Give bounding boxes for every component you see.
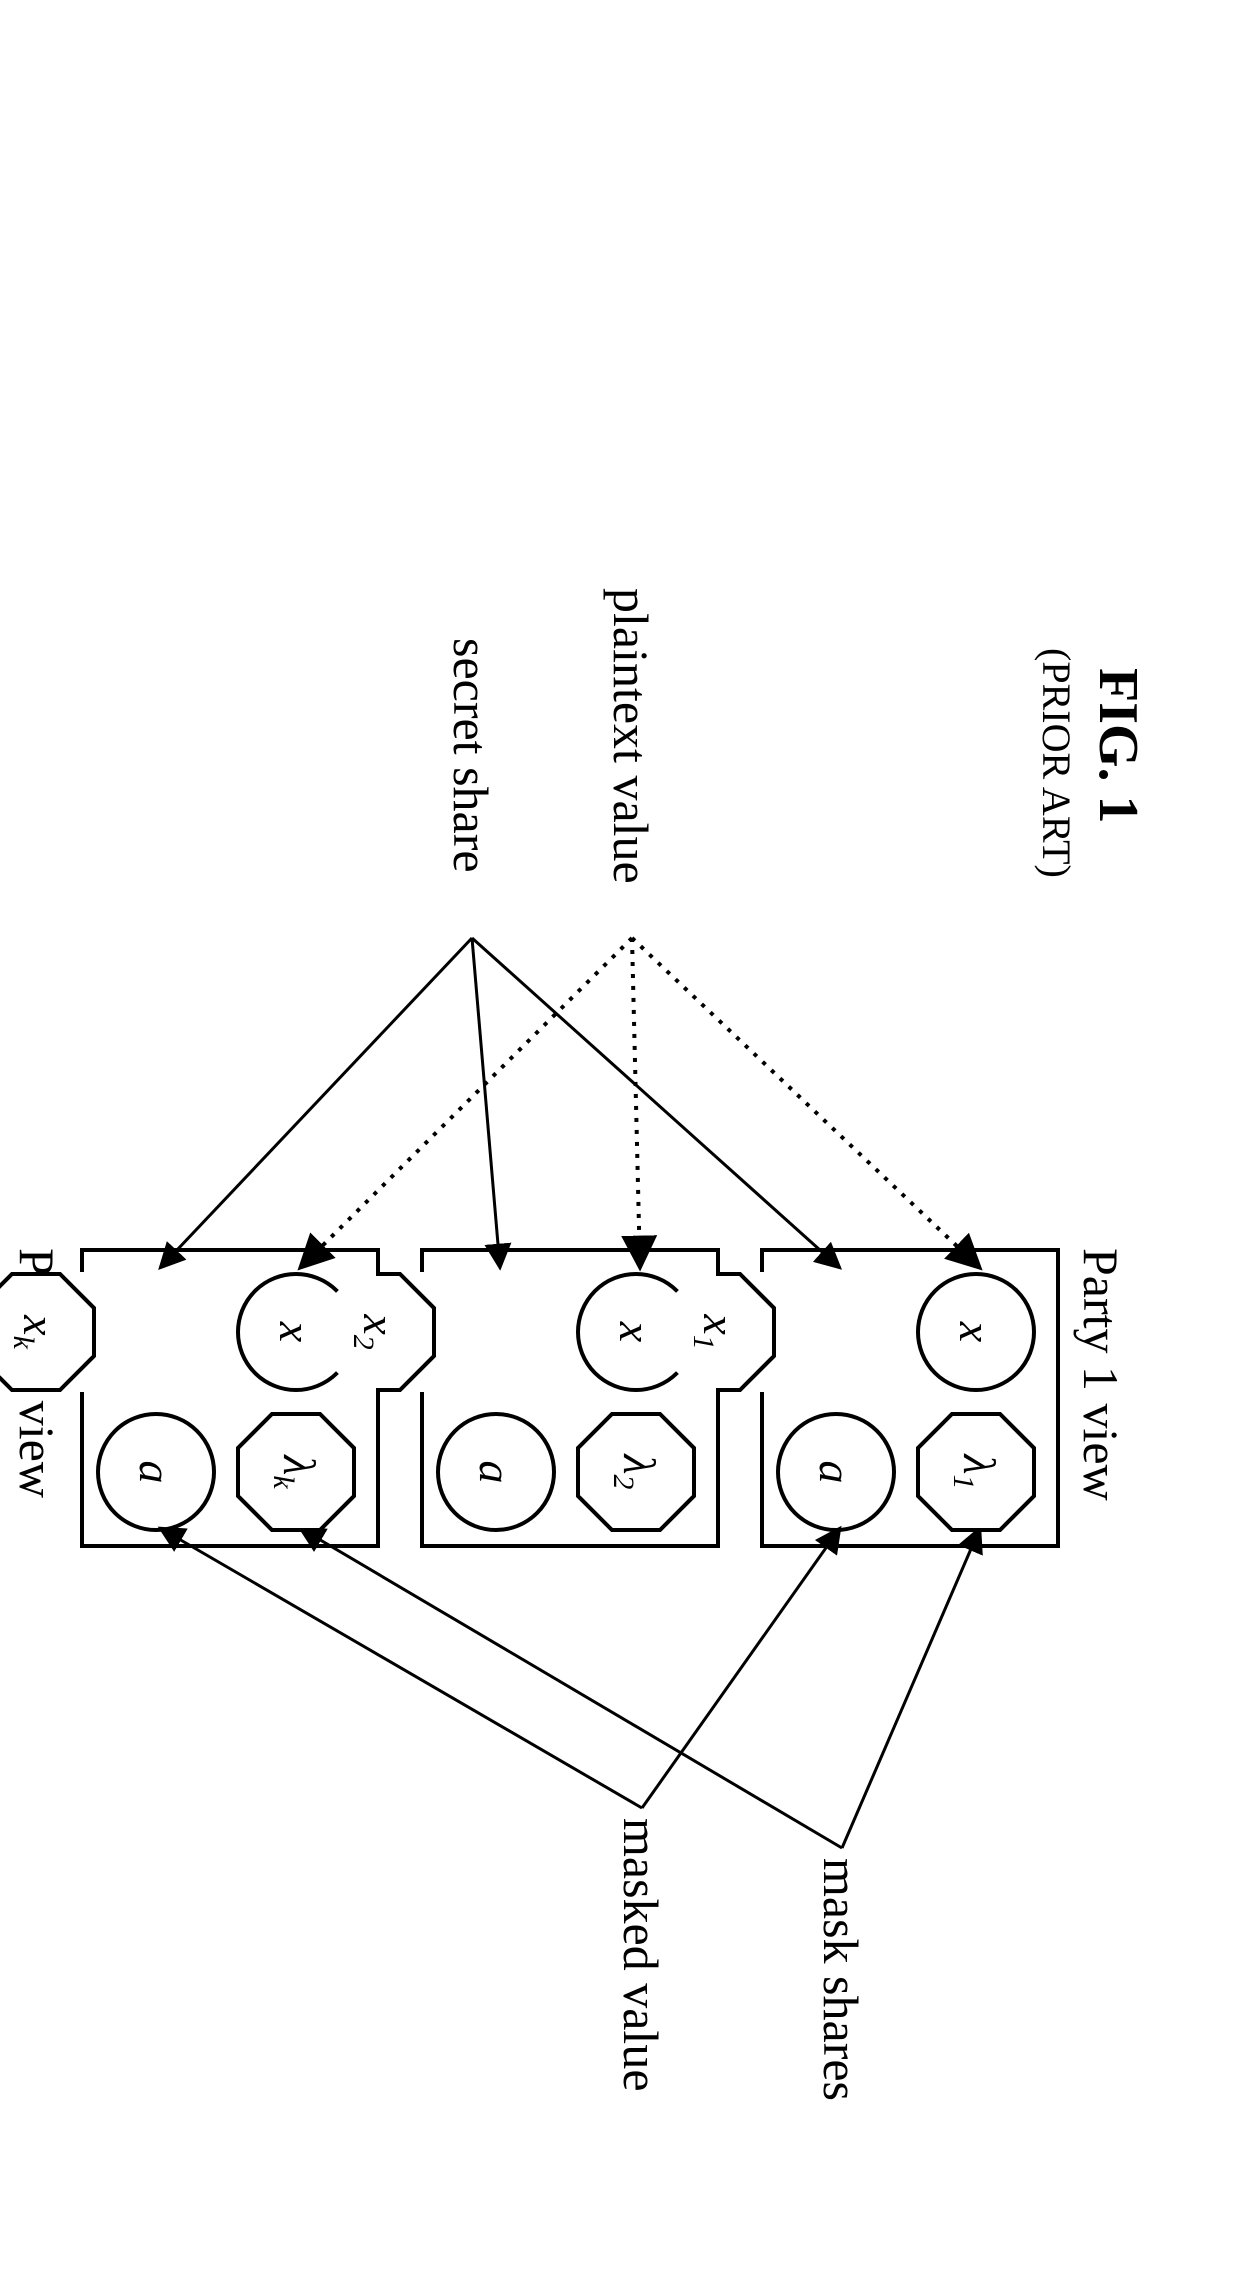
figure-subtitle: (PRIOR ART)	[1033, 648, 1080, 878]
label-plaintext-value: plaintext value	[602, 588, 660, 884]
plaintext-x: x	[916, 1272, 1036, 1392]
mask-share-lambda: λk	[236, 1412, 356, 1532]
masked-value-a: a	[96, 1412, 216, 1532]
secret-share-x: xk	[0, 1272, 96, 1392]
party-view-box: xλkxka	[80, 1248, 380, 1548]
masked-value-a: a	[436, 1412, 556, 1532]
label-party-1-view: Party 1 view	[1072, 1248, 1130, 1501]
diagram-canvas: FIG. 1 (PRIOR ART) plaintext value secre…	[0, 528, 1240, 2296]
mask-share-lambda: λ2	[576, 1412, 696, 1532]
party-view-box: xλ2x2a	[420, 1248, 720, 1548]
mask-share-lambda: λ1	[916, 1412, 1036, 1532]
label-mask-shares: mask shares	[812, 1858, 870, 2101]
party-view-box: xλ1x1a	[760, 1248, 1060, 1548]
label-masked-value: masked value	[612, 1818, 670, 2092]
masked-value-a: a	[776, 1412, 896, 1532]
label-secret-share: secret share	[442, 638, 500, 873]
figure-title: FIG. 1	[1086, 668, 1150, 824]
